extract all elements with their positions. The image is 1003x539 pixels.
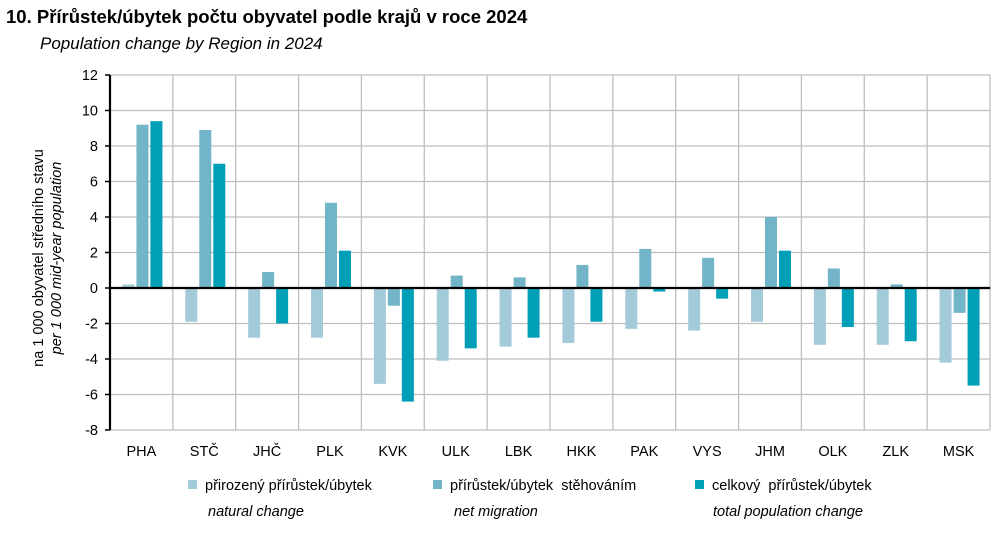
bar-natural-VYS — [688, 288, 701, 331]
bar-total-PHA — [150, 121, 163, 289]
legend-swatch-total — [695, 480, 704, 489]
bar-natural-PHA — [122, 284, 135, 288]
bar-total-ZLK — [904, 288, 917, 342]
bar-natural-PLK — [311, 288, 323, 338]
bar-natural-STČ — [185, 288, 198, 322]
bar-natural-HKK — [562, 288, 575, 344]
bar-natural-JHČ — [248, 288, 261, 338]
bar-migration-PHA — [136, 124, 149, 288]
x-category-label: LBK — [505, 444, 533, 460]
x-category-label: ULK — [442, 444, 471, 460]
x-category-label: PHA — [127, 444, 157, 460]
bar-natural-KVK — [373, 288, 386, 384]
legend-item-natural: přirozený přírůstek/úbytek — [188, 478, 372, 494]
x-category-label: JHM — [755, 444, 785, 460]
bar-total-MSK — [967, 288, 980, 386]
legend-label-migration: přírůstek/úbytek stěhováním — [450, 478, 637, 494]
y-tick-label: -8 — [85, 423, 98, 439]
bar-total-STČ — [213, 163, 226, 288]
bar-migration-PLK — [325, 202, 337, 288]
bar-total-ULK — [464, 288, 477, 349]
bar-natural-LBK — [499, 288, 512, 347]
x-category-label: VYS — [693, 444, 722, 460]
bar-migration-ULK — [450, 275, 463, 288]
bar-natural-MSK — [939, 288, 952, 363]
chart-subtitle: Population change by Region in 2024 — [40, 34, 323, 53]
bar-migration-LBK — [513, 277, 526, 288]
bar-migration-MSK — [953, 288, 966, 313]
legend-swatch-natural — [188, 480, 197, 489]
bar-total-VYS — [716, 288, 729, 299]
x-category-label: JHČ — [253, 443, 281, 460]
y-tick-label: -4 — [85, 352, 98, 368]
legend-item-total: celkový přírůstek/úbytek — [695, 478, 872, 494]
bar-migration-VYS — [702, 257, 715, 288]
y-axis-label: na 1 000 obyvatel středního stavu — [31, 149, 47, 367]
y-axis-label-en: per 1 000 mid-year population — [49, 162, 65, 356]
y-tick-label: 10 — [82, 104, 98, 120]
x-category-label: PAK — [630, 444, 658, 460]
legend-label-migration-en: net migration — [454, 504, 538, 520]
bar-total-LBK — [527, 288, 540, 338]
y-tick-label: 12 — [82, 68, 98, 84]
y-tick-label: -2 — [85, 317, 98, 333]
x-category-label: OLK — [818, 444, 847, 460]
bar-total-PLK — [339, 250, 351, 288]
x-category-label: HKK — [567, 444, 597, 460]
bar-total-JHČ — [276, 288, 289, 324]
legend-label-total-en: total population change — [713, 504, 863, 520]
legend-label-natural-en: natural change — [208, 504, 304, 520]
bar-total-PAK — [653, 288, 666, 292]
x-category-label: KVK — [378, 444, 407, 460]
x-category-label: MSK — [943, 444, 975, 460]
y-tick-label: 0 — [90, 281, 98, 297]
bar-natural-PAK — [625, 288, 638, 329]
legend-label-natural: přirozený přírůstek/úbytek — [205, 478, 372, 494]
y-tick-label: 8 — [90, 139, 98, 155]
bars — [122, 121, 980, 402]
y-tick-label: 4 — [90, 210, 98, 226]
legend-label-total: celkový přírůstek/úbytek — [712, 478, 872, 494]
bar-natural-ULK — [436, 288, 449, 361]
bar-migration-HKK — [576, 264, 589, 288]
bar-total-OLK — [841, 288, 854, 328]
x-category-label: PLK — [316, 444, 344, 460]
bar-total-JHM — [779, 250, 791, 288]
chart-title: 10. Přírůstek/úbytek počtu obyvatel podl… — [6, 6, 528, 27]
y-tick-label: 6 — [90, 175, 98, 191]
bar-migration-JHM — [765, 217, 777, 288]
bar-migration-JHČ — [262, 272, 275, 288]
bar-migration-ZLK — [890, 284, 903, 288]
gridlines — [110, 74, 991, 431]
y-tick-label: 2 — [90, 246, 98, 262]
bar-natural-ZLK — [876, 288, 889, 345]
legend: přirozený přírůstek/úbytek natural chang… — [0, 478, 1003, 528]
bar-migration-STČ — [199, 130, 212, 288]
bar-natural-JHM — [751, 288, 763, 322]
axes — [105, 74, 990, 431]
bar-total-HKK — [590, 288, 603, 322]
bar-migration-OLK — [827, 268, 840, 288]
y-tick-label: -6 — [85, 388, 98, 404]
x-category-labels: PHA STČ JHČ PLK KVK ULK LBK HKK PAK VYS JHM OLK ZLK M… — [127, 443, 975, 460]
legend-item-migration: přírůstek/úbytek stěhováním — [433, 478, 636, 494]
legend-swatch-migration — [433, 480, 442, 489]
x-category-label: ZLK — [882, 444, 909, 460]
bar-total-KVK — [401, 288, 414, 402]
y-tick-labels: 12 10 8 6 4 2 0 -2 -4 -6 -8 — [82, 68, 98, 439]
bar-migration-KVK — [387, 288, 400, 306]
bar-natural-OLK — [813, 288, 826, 345]
x-category-label: STČ — [190, 443, 219, 460]
bar-migration-PAK — [639, 248, 652, 288]
